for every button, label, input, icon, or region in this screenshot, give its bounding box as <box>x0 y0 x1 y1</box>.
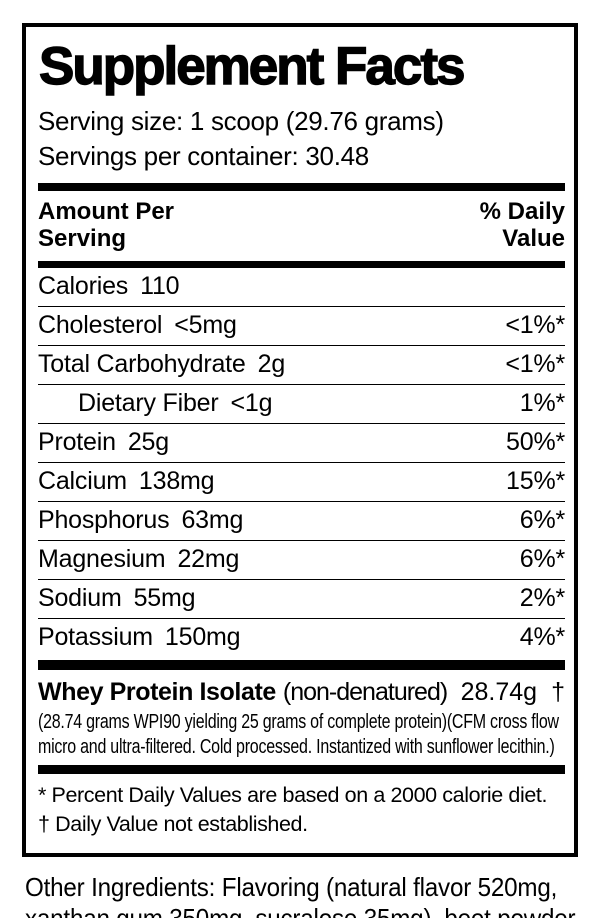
dagger-symbol: † <box>551 678 565 707</box>
nutrient-name: Total Carbohydrate <box>38 350 246 379</box>
footnote-daily-values: * Percent Daily Values are based on a 20… <box>38 783 548 808</box>
divider-bar-top <box>38 183 565 192</box>
nutrient-row-protein: Protein 25g 50%* <box>38 424 565 464</box>
nutrient-row-potassium: Potassium 150mg 4%* <box>38 619 565 658</box>
nutrient-name: Calories <box>38 272 129 301</box>
whey-qualifier: (non-denatured) <box>282 678 448 707</box>
nutrient-row-calcium: Calcium 138mg 15%* <box>38 463 565 503</box>
nutrient-row-dietary-fiber: Dietary Fiber <1g 1%* <box>38 385 565 425</box>
nutrient-amount: 138mg <box>138 467 215 496</box>
panel-title: Supplement Facts <box>38 37 466 96</box>
nutrient-daily-value: 6%* <box>519 545 565 574</box>
nutrient-daily-value: 6%* <box>519 506 565 535</box>
nutrient-row-total-carbohydrate: Total Carbohydrate 2g <1%* <box>38 346 565 386</box>
nutrient-amount: <5mg <box>174 311 237 340</box>
nutrient-daily-value: 4%* <box>519 623 565 652</box>
nutrient-name: Protein <box>38 428 116 457</box>
nutrient-amount: <1g <box>230 389 273 418</box>
column-header-percent-daily-value: % Daily Value <box>479 198 565 253</box>
divider-bar-header <box>38 261 565 269</box>
nutrient-daily-value: 2%* <box>519 584 565 613</box>
nutrient-amount: 63mg <box>181 506 244 535</box>
other-ingredients: Other Ingredients: Flavoring (natural fl… <box>25 872 576 918</box>
nutrient-daily-value: 15%* <box>506 467 565 496</box>
nutrient-name: Cholesterol <box>38 311 163 340</box>
whey-protein-row: Whey Protein Isolate (non-denatured) 28.7… <box>38 670 565 709</box>
nutrient-rows: Calories 110 Cholesterol <5mg <1%* Total C… <box>38 268 565 658</box>
nutrient-amount: 2g <box>257 350 286 379</box>
serving-size: Serving size: 1 scoop (29.76 grams) <box>38 106 444 137</box>
nutrient-amount: 25g <box>127 428 169 457</box>
nutrient-row-calories: Calories 110 <box>38 268 565 308</box>
nutrient-daily-value: 1%* <box>519 389 565 418</box>
footnote-not-established: † Daily Value not established. <box>38 812 308 837</box>
nutrient-amount: 22mg <box>177 545 240 574</box>
nutrient-daily-value: 50%* <box>506 428 565 457</box>
nutrient-amount: 150mg <box>164 623 241 652</box>
nutrient-daily-value: <1%* <box>505 350 565 379</box>
nutrient-daily-value: <1%* <box>505 311 565 340</box>
nutrient-row-magnesium: Magnesium 22mg 6%* <box>38 541 565 581</box>
nutrient-name: Sodium <box>38 584 122 613</box>
nutrient-row-cholesterol: Cholesterol <5mg <1%* <box>38 307 565 347</box>
whey-amount: 28.74g <box>460 678 538 707</box>
servings-per-container: Servings per container: 30.48 <box>38 141 369 172</box>
whey-description: (28.74 grams WPI90 yielding 25 grams of … <box>38 710 559 759</box>
column-headers: Amount Per Serving % Daily Value <box>38 191 565 261</box>
nutrient-name: Dietary Fiber <box>78 389 219 418</box>
nutrient-amount: 110 <box>140 272 180 301</box>
nutrient-amount: 55mg <box>133 584 196 613</box>
supplement-facts-panel: Supplement Facts Serving size: 1 scoop (… <box>22 23 578 858</box>
nutrient-name: Potassium <box>38 623 153 652</box>
nutrient-row-phosphorus: Phosphorus 63mg 6%* <box>38 502 565 542</box>
divider-bar-whey-top <box>38 660 565 671</box>
nutrient-row-sodium: Sodium 55mg 2%* <box>38 580 565 620</box>
nutrient-name: Calcium <box>38 467 127 496</box>
nutrient-name: Phosphorus <box>38 506 170 535</box>
divider-bar-footnotes <box>38 765 565 775</box>
footnotes: * Percent Daily Values are based on a 20… <box>38 774 565 845</box>
column-header-amount-per-serving: Amount Per Serving <box>38 198 175 253</box>
nutrient-name: Magnesium <box>38 545 166 574</box>
whey-name: Whey Protein Isolate <box>38 678 276 707</box>
